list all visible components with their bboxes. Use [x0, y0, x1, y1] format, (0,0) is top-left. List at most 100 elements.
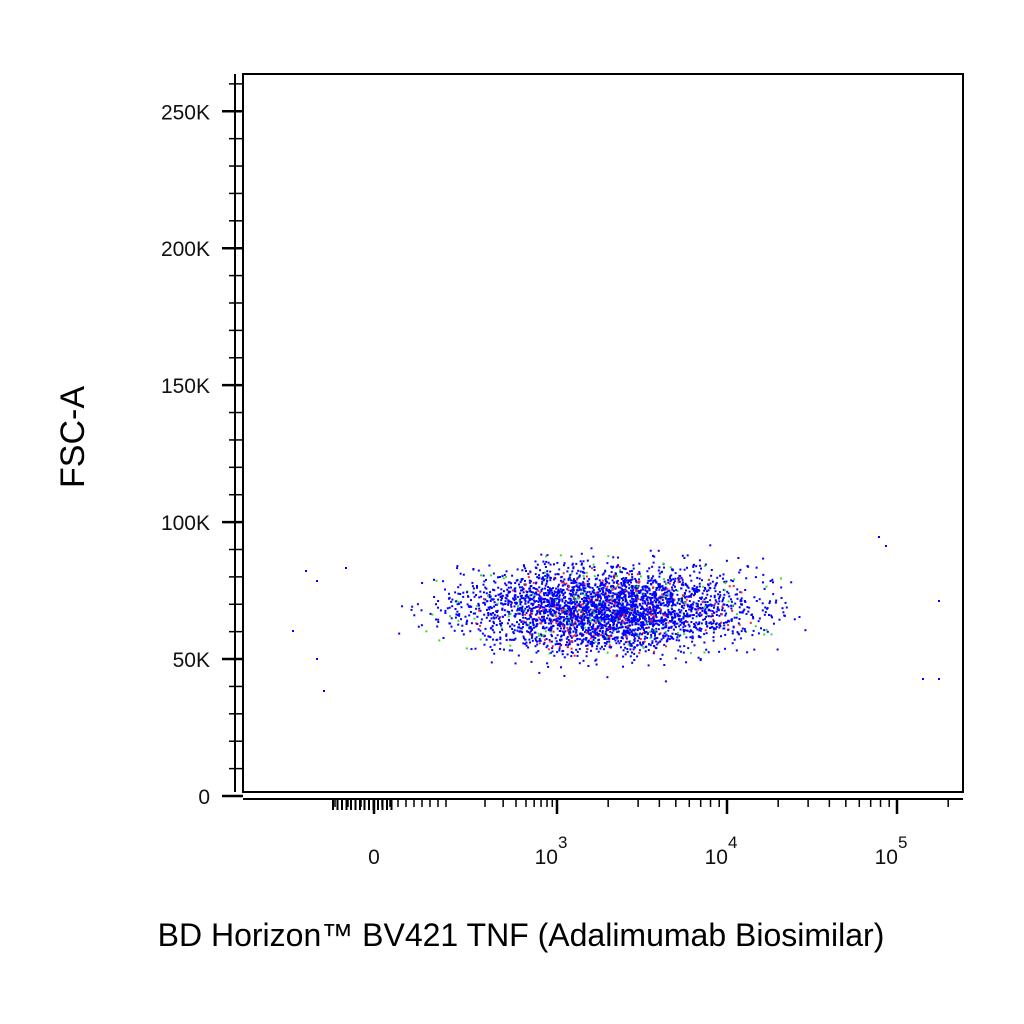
event-dot — [664, 604, 667, 607]
event-dot — [635, 586, 637, 589]
event-dot — [738, 618, 741, 620]
event-dot — [690, 604, 692, 607]
event-dot — [568, 613, 571, 616]
event-dot — [635, 633, 638, 636]
event-dot — [659, 640, 662, 643]
event-dot — [566, 588, 569, 591]
event-dot — [615, 618, 618, 621]
event-dot — [572, 635, 575, 638]
event-dot — [686, 629, 689, 632]
event-dot — [635, 623, 638, 625]
event-dot — [656, 637, 659, 639]
event-dot — [652, 575, 655, 578]
event-dot — [683, 601, 686, 604]
event-dot — [558, 599, 561, 602]
event-dot — [727, 600, 730, 603]
event-dot — [695, 586, 698, 589]
event-dot — [559, 579, 562, 582]
event-dot — [647, 664, 650, 667]
event-dot — [521, 608, 524, 611]
event-dot — [501, 615, 504, 618]
event-dot — [587, 601, 590, 603]
event-dot — [720, 621, 723, 624]
event-dot — [478, 609, 481, 612]
event-dot — [606, 637, 609, 640]
event-dot — [678, 618, 681, 620]
event-dot — [454, 591, 457, 594]
event-dot — [458, 614, 461, 617]
event-dot — [697, 605, 699, 608]
event-dot — [516, 568, 519, 571]
event-dot — [637, 634, 640, 637]
event-dot — [561, 625, 564, 627]
event-dot — [673, 580, 676, 583]
event-dot — [547, 561, 550, 564]
event-dot — [705, 632, 708, 635]
event-dot — [678, 639, 681, 642]
event-dot — [522, 597, 525, 600]
event-dot — [548, 601, 551, 604]
event-dot — [733, 578, 736, 581]
event-dot — [510, 582, 513, 585]
event-dot — [575, 600, 578, 603]
event-dot — [546, 600, 549, 603]
event-dot — [622, 629, 625, 632]
event-dot — [534, 600, 536, 603]
event-dot — [685, 636, 688, 639]
event-dot — [514, 601, 516, 604]
event-dot — [693, 644, 696, 647]
event-dot — [582, 622, 585, 625]
event-dot — [630, 644, 633, 647]
event-dot — [608, 574, 611, 577]
event-dot — [638, 580, 641, 583]
event-dot — [604, 618, 607, 621]
event-dot — [530, 630, 532, 633]
event-dot — [535, 651, 538, 654]
event-dot — [650, 577, 653, 580]
event-dot — [484, 603, 486, 606]
event-dot — [758, 617, 761, 620]
event-dot — [535, 619, 538, 622]
event-dot — [514, 597, 517, 600]
event-dot — [674, 604, 677, 607]
event-dot — [632, 613, 635, 616]
event-dot — [649, 608, 652, 611]
event-dot — [578, 575, 581, 578]
event-dot — [671, 599, 674, 601]
event-dot — [738, 571, 741, 574]
event-dot — [536, 576, 539, 579]
event-dot — [613, 601, 616, 603]
event-dot — [532, 591, 534, 594]
event-dot — [622, 665, 624, 668]
event-dot — [686, 554, 689, 557]
event-dot — [614, 587, 617, 590]
event-dot — [652, 615, 655, 618]
event-dot — [543, 578, 545, 581]
event-dot — [546, 589, 549, 592]
event-dot — [570, 651, 573, 653]
event-dot — [531, 635, 534, 638]
event-dot — [611, 618, 614, 620]
event-dot — [607, 599, 610, 602]
event-dot — [673, 624, 676, 627]
event-dot — [721, 600, 724, 603]
event-dot — [718, 623, 721, 626]
event-dot — [653, 555, 656, 558]
event-dot — [698, 582, 701, 585]
event-dot — [589, 632, 592, 635]
event-dot — [764, 606, 767, 609]
event-dot — [603, 621, 606, 624]
event-dot — [577, 597, 580, 600]
event-dot — [483, 643, 486, 646]
event-dot — [644, 585, 647, 588]
event-dot — [544, 604, 547, 607]
event-dot — [528, 623, 530, 626]
event-dot — [690, 594, 693, 596]
event-dot — [677, 649, 680, 652]
event-dot — [641, 605, 644, 608]
event-dot — [597, 588, 600, 591]
event-dot — [717, 593, 720, 596]
event-dot — [735, 613, 738, 616]
event-dot — [538, 634, 540, 637]
event-dot — [584, 600, 586, 603]
